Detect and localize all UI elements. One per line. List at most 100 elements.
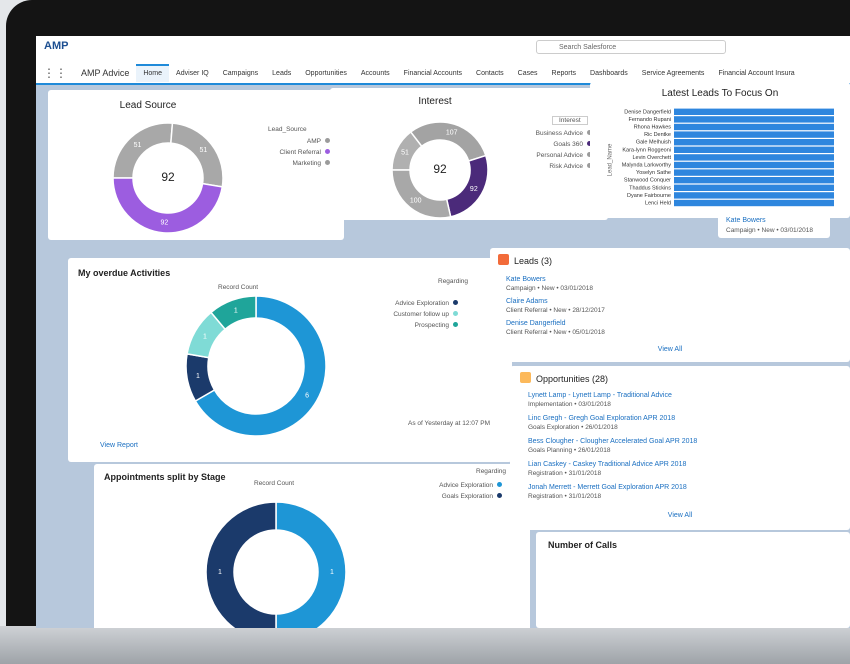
bar: [674, 108, 834, 115]
laptop-base: [0, 626, 850, 664]
view-report[interactable]: View Report: [100, 442, 139, 449]
app-launcher[interactable]: ⋮⋮: [43, 66, 67, 80]
nav-item[interactable]: Opportunities: [305, 69, 347, 77]
legend-label: Customer follow up: [393, 311, 449, 318]
calls-card: Number of Calls: [536, 532, 850, 628]
card-title: Lead Source: [119, 100, 177, 111]
nav-item[interactable]: Accounts: [360, 69, 390, 77]
item-name[interactable]: Linc Gregh - Gregh Goal Exploration APR …: [528, 415, 676, 422]
bar: [674, 161, 834, 169]
legend-label: Business Advice: [535, 130, 583, 137]
item-name[interactable]: Bess Clougher - Clougher Accelerated Goa…: [528, 438, 698, 445]
leads-card: Leads (3) Kate Bowers Campaign • New • 03…: [490, 248, 850, 362]
nav-item[interactable]: Financial Accounts: [403, 69, 463, 77]
item-name[interactable]: Kate Bowers: [506, 276, 546, 283]
legend-title: Lead_Source: [268, 126, 307, 133]
card-title: Number of Calls: [548, 540, 618, 550]
card-title: Latest Leads To Focus On: [661, 88, 779, 99]
search-box[interactable]: Search Salesforce: [536, 40, 726, 54]
item-name[interactable]: Jonah Merrett - Merrett Goal Exploration…: [528, 484, 687, 491]
bar-label: Kara-lynn Roggeoni: [622, 147, 671, 153]
legend-label: Marketing: [292, 160, 321, 167]
nav-item[interactable]: Adviser IQ: [176, 69, 209, 77]
nav-item[interactable]: Leads: [272, 69, 292, 77]
leads-icon: [498, 254, 509, 265]
bar-chart: Lead_Name Denise Dangerfield Fernando Rupa…: [608, 108, 834, 207]
legend-item: Client Referral: [240, 149, 330, 156]
filter-dropdown[interactable]: Interest: [552, 116, 588, 125]
measure: Record Count: [254, 480, 295, 487]
legend-item: Risk Advice: [502, 163, 592, 170]
legend-label: Client Referral: [279, 149, 321, 156]
item-detail: Registration • 31/01/2018: [528, 470, 602, 477]
legend-item: AMP: [240, 138, 330, 145]
bar: [674, 116, 834, 123]
nav-item[interactable]: Service Agreements: [641, 69, 705, 77]
bar-label: Fernando Rupani: [628, 117, 671, 123]
card-title: Leads (3): [514, 256, 553, 266]
lead-name[interactable]: Kate Bowers: [726, 217, 766, 224]
legend-dot: [587, 163, 592, 168]
header: AMP Search Salesforce: [36, 36, 850, 63]
donut-total: 92: [161, 170, 175, 184]
bar-label: Ric Dentke: [644, 132, 671, 138]
donut-chart: 51 107 92 100 92: [391, 121, 489, 219]
item-detail: Client Referral • New • 05/01/2018: [506, 329, 605, 336]
item-name[interactable]: Lynett Lamp - Lynett Lamp - Traditional …: [528, 392, 672, 399]
item-detail: Implementation • 03/01/2018: [528, 401, 611, 408]
card-title: My overdue Activities: [78, 268, 171, 278]
legend-title: Regarding: [438, 278, 468, 285]
segment-label: 51: [401, 150, 409, 157]
legend-item: Business Advice: [502, 130, 592, 137]
legend-item: Goals 360: [502, 141, 592, 148]
item-name[interactable]: Lian Caskey - Caskey Traditional Advice …: [528, 461, 687, 468]
overdue-card: My overdue Activities Record Count Regar…: [68, 258, 512, 462]
bar-label: Yoselyn Sathe: [636, 170, 671, 176]
nav-item[interactable]: Campaigns: [222, 69, 259, 77]
lead-card[interactable]: Kate Bowers Campaign • New • 03/01/2018: [718, 214, 830, 238]
nav-item[interactable]: Home: [136, 64, 170, 82]
view-all[interactable]: View All: [667, 512, 693, 519]
bar: [674, 199, 834, 207]
opportunities-icon: [520, 372, 531, 383]
item-name[interactable]: Claire Adams: [506, 298, 548, 305]
nav-item[interactable]: Cases: [517, 69, 538, 77]
logo: AMP: [44, 40, 69, 52]
nav-item[interactable]: Contacts: [476, 69, 504, 77]
bar-label: Thaddus Stickins: [629, 185, 671, 191]
legend-item: Advice Exploration: [412, 482, 502, 489]
item-detail: Goals Exploration • 26/01/2018: [528, 424, 618, 431]
legend-dot: [453, 300, 458, 305]
bar-label: Levin Overchett: [632, 155, 671, 161]
view-all[interactable]: View All: [657, 346, 683, 353]
card-title: Appointments split by Stage: [104, 472, 226, 482]
nav-item[interactable]: Financial Account Insura: [718, 69, 795, 77]
latest-leads-card: Latest Leads To Focus On Lead_Name Denise…: [590, 82, 850, 218]
item-name[interactable]: Denise Dangerfield: [506, 320, 566, 327]
bar-label: Denise Dangerfield: [624, 109, 671, 115]
legend-dot: [453, 311, 458, 316]
legend-item: Advice Exploration: [368, 300, 458, 307]
lead-source-card: Lead Source Lead_Source 51 51 92 92 AMP Clien…: [48, 90, 344, 240]
segment-label: 1: [234, 307, 238, 314]
legend-item: Personal Advice: [502, 152, 592, 159]
segment-label: 51: [200, 147, 208, 154]
donut-segment: [445, 154, 489, 218]
bar: [674, 154, 834, 161]
nav-item[interactable]: Reports: [551, 69, 577, 77]
lead-detail: Campaign • New • 03/01/2018: [726, 227, 813, 234]
card-title: Interest: [418, 96, 452, 107]
legend-label: Goals Exploration: [441, 493, 493, 500]
axis-label: Lead_Name: [608, 143, 614, 176]
segment-label: 1: [330, 569, 334, 576]
segment-label: 51: [134, 142, 142, 149]
legend-item: Customer follow up: [368, 311, 458, 318]
bar: [674, 123, 834, 131]
nav-item[interactable]: Dashboards: [590, 69, 628, 77]
legend-dot: [587, 130, 592, 135]
donut-segment: [409, 121, 487, 162]
screen: AMP Search Salesforce ⋮⋮ AMP Advice Home…: [36, 36, 850, 628]
item-detail: Campaign • New • 03/01/2018: [506, 285, 593, 292]
item-detail: Client Referral • New • 28/12/2017: [506, 307, 605, 314]
